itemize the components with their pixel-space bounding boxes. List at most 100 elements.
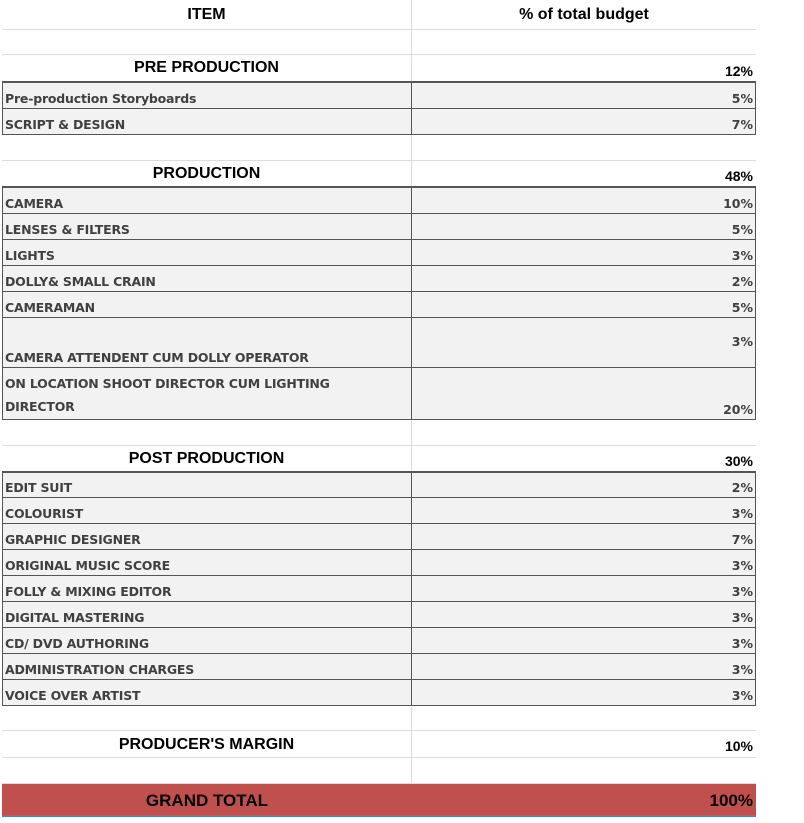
item-label-cell[interactable]: CAMERA bbox=[3, 188, 412, 213]
section-percent: 48% bbox=[724, 168, 753, 184]
header-percent-label: % of total budget bbox=[519, 5, 649, 23]
item-percent-cell[interactable]: 3% bbox=[412, 680, 755, 705]
section-row-production: PRODUCTION 48% bbox=[2, 161, 756, 187]
table-row: Pre-production Storyboards 5% bbox=[2, 82, 756, 109]
empty-cell[interactable] bbox=[412, 135, 756, 160]
item-label-cell[interactable]: GRAPHIC DESIGNER bbox=[3, 524, 412, 549]
header-row: ITEM % of total budget bbox=[2, 0, 756, 30]
empty-cell[interactable] bbox=[412, 706, 756, 730]
item-label-cell[interactable]: CAMERAMAN bbox=[3, 292, 412, 317]
item-label-cell[interactable]: FOLLY & MIXING EDITOR bbox=[3, 576, 412, 601]
section-title-cell[interactable]: PRE PRODUCTION bbox=[2, 55, 412, 81]
item-percent-cell[interactable]: 2% bbox=[412, 266, 755, 291]
item-percent: 3% bbox=[731, 248, 753, 263]
item-percent-cell[interactable]: 3% bbox=[412, 240, 755, 265]
item-percent-cell[interactable]: 2% bbox=[412, 473, 755, 497]
item-label-cell[interactable]: DOLLY& SMALL CRAIN bbox=[3, 266, 412, 291]
item-label-cell[interactable]: EDIT SUIT bbox=[3, 473, 412, 497]
item-percent-cell[interactable]: 3% bbox=[412, 628, 755, 653]
item-percent-cell[interactable]: 3% bbox=[412, 602, 755, 627]
grand-total-row: GRAND TOTAL 100% bbox=[2, 784, 756, 817]
table-row: DIGITAL MASTERING 3% bbox=[2, 602, 756, 628]
section-title-cell[interactable]: PRODUCER'S MARGIN bbox=[2, 731, 412, 757]
section-percent: 10% bbox=[724, 738, 753, 754]
table-row: ORIGINAL MUSIC SCORE 3% bbox=[2, 550, 756, 576]
empty-cell[interactable] bbox=[2, 135, 412, 160]
item-percent-cell[interactable]: 7% bbox=[412, 109, 755, 134]
spacer-row bbox=[2, 420, 756, 446]
section-row-pre-production: PRE PRODUCTION 12% bbox=[2, 55, 756, 82]
item-percent-cell[interactable]: 3% bbox=[412, 654, 755, 679]
table-row: VOICE OVER ARTIST 3% bbox=[2, 680, 756, 706]
table-row: EDIT SUIT 2% bbox=[2, 472, 756, 498]
section-percent-cell[interactable]: 48% bbox=[412, 161, 756, 186]
item-label-cell[interactable]: ORIGINAL MUSIC SCORE bbox=[3, 550, 412, 575]
item-percent-cell[interactable]: 3% bbox=[412, 550, 755, 575]
table-row: FOLLY & MIXING EDITOR 3% bbox=[2, 576, 756, 602]
item-label: CAMERA ATTENDENT CUM DOLLY OPERATOR bbox=[5, 350, 309, 365]
empty-cell[interactable] bbox=[412, 30, 756, 54]
item-percent-cell[interactable]: 7% bbox=[412, 524, 755, 549]
item-label-cell[interactable]: Pre-production Storyboards bbox=[3, 83, 412, 108]
item-label: CAMERAMAN bbox=[5, 300, 95, 315]
item-percent-cell[interactable]: 3% bbox=[412, 318, 755, 367]
item-label-cell[interactable]: DIGITAL MASTERING bbox=[3, 602, 412, 627]
item-label: SCRIPT & DESIGN bbox=[5, 117, 126, 132]
empty-cell[interactable] bbox=[2, 706, 412, 730]
empty-cell[interactable] bbox=[412, 420, 756, 445]
section-title-cell[interactable]: PRODUCTION bbox=[2, 161, 412, 186]
item-percent-cell[interactable]: 5% bbox=[412, 214, 755, 239]
item-label-cell[interactable]: SCRIPT & DESIGN bbox=[3, 109, 412, 134]
section-percent: 12% bbox=[724, 63, 753, 79]
item-label: ADMINISTRATION CHARGES bbox=[5, 662, 195, 677]
table-row: CAMERA 10% bbox=[2, 187, 756, 214]
item-percent: 20% bbox=[723, 402, 753, 417]
item-label: Pre-production Storyboards bbox=[5, 91, 197, 106]
section-percent-cell[interactable]: 12% bbox=[412, 55, 756, 81]
empty-cell[interactable] bbox=[412, 758, 756, 783]
item-label: VOICE OVER ARTIST bbox=[5, 688, 141, 703]
item-label: GRAPHIC DESIGNER bbox=[5, 532, 141, 547]
section-percent-cell[interactable]: 30% bbox=[412, 446, 756, 471]
item-label-cell[interactable]: CAMERA ATTENDENT CUM DOLLY OPERATOR bbox=[3, 318, 412, 367]
item-percent-cell[interactable]: 5% bbox=[412, 83, 755, 108]
grand-total-label-cell[interactable]: GRAND TOTAL bbox=[2, 784, 412, 815]
item-label: LIGHTS bbox=[5, 248, 55, 263]
item-percent-cell[interactable]: 10% bbox=[412, 188, 755, 213]
empty-cell[interactable] bbox=[2, 30, 412, 54]
section-percent-cell[interactable]: 10% bbox=[412, 731, 756, 757]
empty-cell[interactable] bbox=[2, 420, 412, 445]
empty-cell[interactable] bbox=[2, 758, 412, 783]
item-label-cell[interactable]: COLOURIST bbox=[3, 498, 412, 523]
item-percent-cell[interactable]: 3% bbox=[412, 498, 755, 523]
item-label-cell[interactable]: ON LOCATION SHOOT DIRECTOR CUM LIGHTING … bbox=[3, 368, 412, 419]
item-label: LENSES & FILTERS bbox=[5, 222, 130, 237]
table-row: COLOURIST 3% bbox=[2, 498, 756, 524]
grand-total-percent-cell[interactable]: 100% bbox=[412, 784, 756, 815]
item-label-cell[interactable]: LENSES & FILTERS bbox=[3, 214, 412, 239]
header-item-cell[interactable]: ITEM bbox=[2, 0, 412, 29]
table-row: LENSES & FILTERS 5% bbox=[2, 214, 756, 240]
item-label-cell[interactable]: LIGHTS bbox=[3, 240, 412, 265]
item-label-cell[interactable]: ADMINISTRATION CHARGES bbox=[3, 654, 412, 679]
header-percent-cell[interactable]: % of total budget bbox=[412, 0, 756, 29]
item-percent-cell[interactable]: 3% bbox=[412, 576, 755, 601]
item-percent: 2% bbox=[731, 274, 753, 289]
table-row: GRAPHIC DESIGNER 7% bbox=[2, 524, 756, 550]
item-label-cell[interactable]: CD/ DVD AUTHORING bbox=[3, 628, 412, 653]
item-percent: 5% bbox=[731, 91, 753, 106]
header-item-label: ITEM bbox=[187, 5, 226, 23]
section-title-cell[interactable]: POST PRODUCTION bbox=[2, 446, 412, 471]
section-title: POST PRODUCTION bbox=[128, 449, 285, 467]
item-percent: 3% bbox=[731, 688, 753, 703]
item-percent-cell[interactable]: 20% bbox=[412, 368, 755, 419]
item-percent: 7% bbox=[731, 117, 753, 132]
table-row: ON LOCATION SHOOT DIRECTOR CUM LIGHTING … bbox=[2, 368, 756, 420]
item-percent: 3% bbox=[731, 334, 753, 349]
item-percent: 3% bbox=[731, 584, 753, 599]
spacer-row bbox=[2, 758, 756, 784]
item-label-cell[interactable]: VOICE OVER ARTIST bbox=[3, 680, 412, 705]
item-percent: 3% bbox=[731, 506, 753, 521]
item-percent-cell[interactable]: 5% bbox=[412, 292, 755, 317]
item-label-line-1: ON LOCATION SHOOT DIRECTOR CUM LIGHTING bbox=[5, 376, 330, 391]
